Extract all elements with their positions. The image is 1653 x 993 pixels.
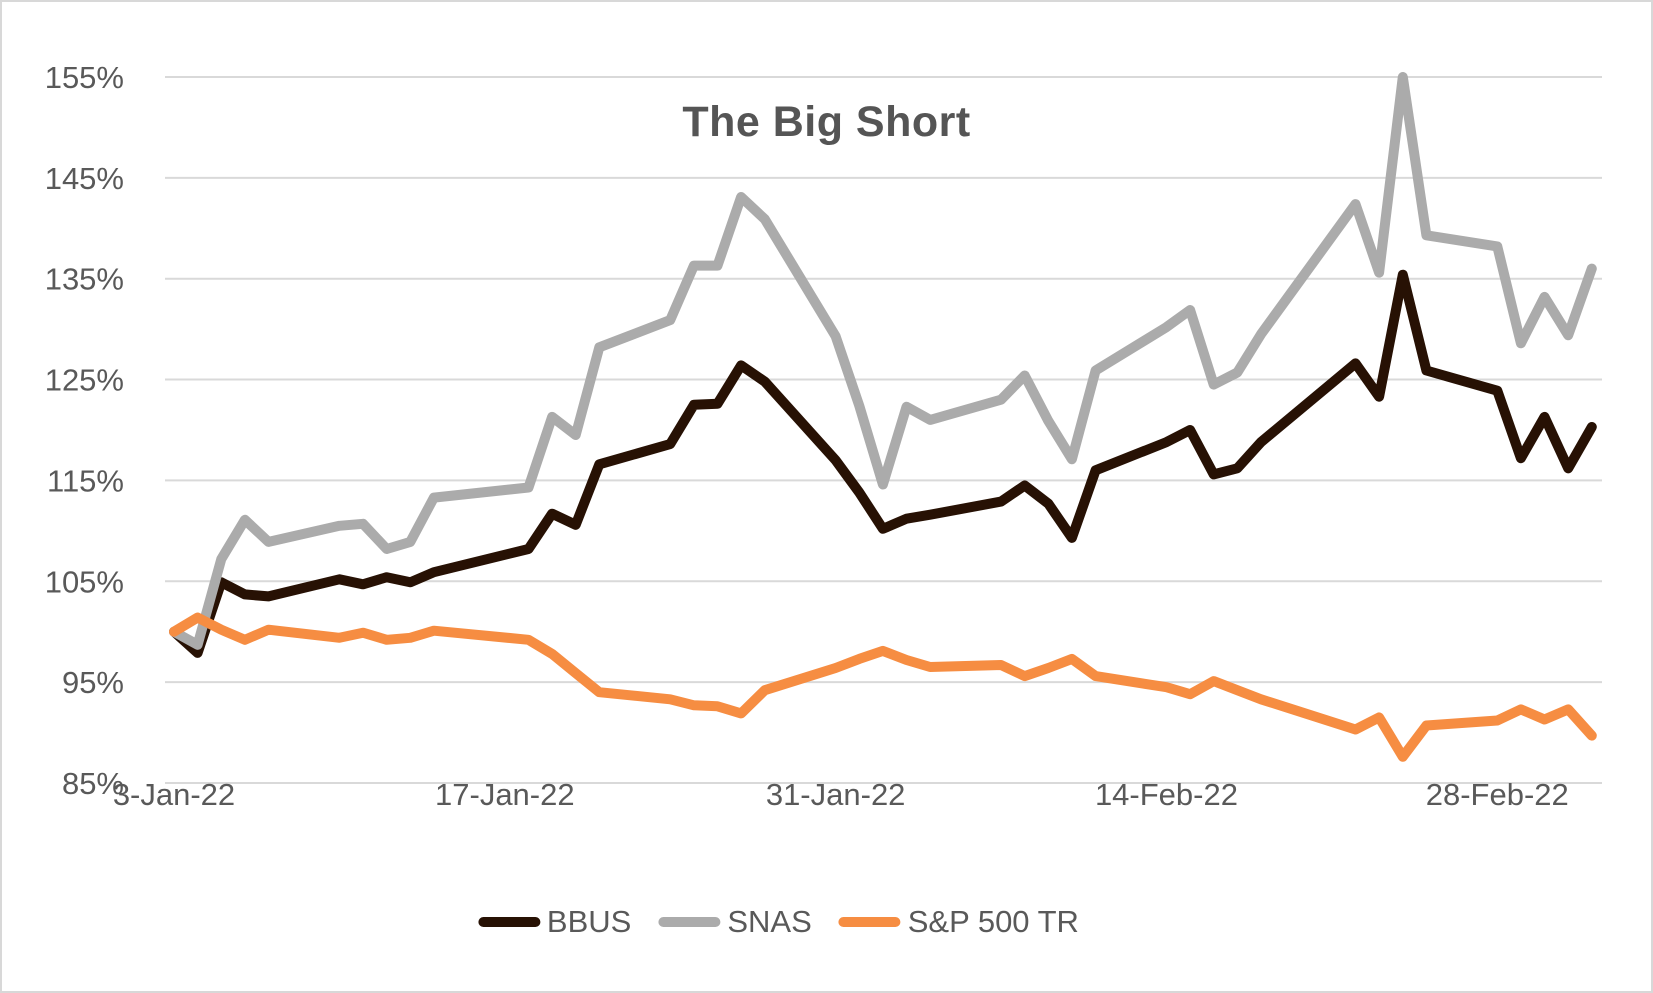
series-line-bbus [169, 269, 1597, 658]
y-axis-tick-label: 155% [45, 60, 124, 95]
legend-label: S&P 500 TR [907, 904, 1079, 939]
y-axis-tick-label: 145% [45, 161, 124, 196]
legend-swatch-icon [838, 917, 901, 927]
y-axis-labels: 85% 95% 105% 115% 125% 135% 145% 155% [45, 60, 124, 801]
legend-item-bbus: BBUS [477, 904, 632, 940]
legend-item-s-p-500-tr: S&P 500 TR [838, 904, 1079, 940]
y-axis-tick-label: 85% [62, 766, 124, 801]
y-axis-tick-label: 115% [47, 463, 124, 498]
series-lines [169, 72, 1597, 762]
y-axis-tick-label: 105% [45, 564, 124, 599]
x-axis-tick-label: 14-Feb-22 [1095, 777, 1238, 812]
series-line-s-p-500-tr [169, 612, 1597, 762]
legend-label: SNAS [727, 904, 812, 939]
y-axis-tick-label: 95% [62, 665, 124, 700]
x-axis-tick-label: 31-Jan-22 [766, 777, 906, 812]
y-axis-tick-label: 125% [45, 363, 124, 398]
x-axis-labels: 3-Jan-22 17-Jan-22 31-Jan-22 14-Feb-22 28-Fe… [113, 777, 1569, 812]
series-line-snas [169, 72, 1597, 650]
chart-title: The Big Short [682, 98, 971, 146]
x-axis-tick-label: 17-Jan-22 [435, 777, 575, 812]
legend-item-snas: SNAS [658, 904, 812, 940]
legend-swatch-icon [658, 917, 721, 927]
legend-label: BBUS [546, 904, 632, 939]
x-axis-tick-label: 28-Feb-22 [1426, 777, 1569, 812]
y-axis-tick-label: 135% [45, 262, 124, 297]
x-axis-tick-label: 3-Jan-22 [113, 777, 235, 812]
legend: BBUS SNAS S&P 500 TR [477, 904, 1079, 940]
legend-swatch-icon [477, 917, 540, 927]
